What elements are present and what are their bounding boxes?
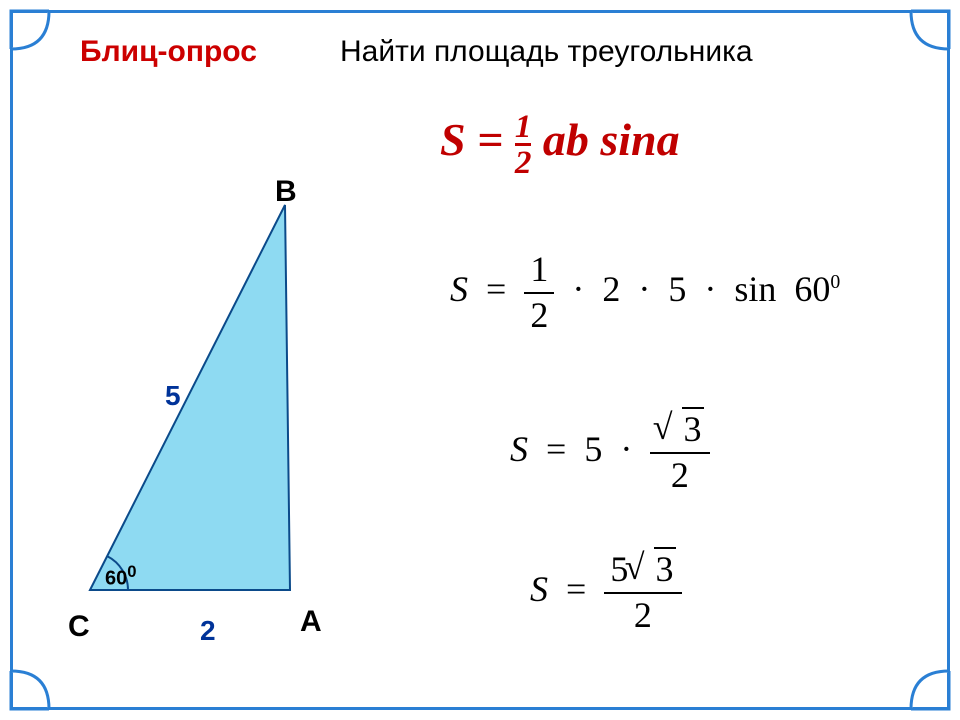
vertex-B: B xyxy=(275,175,297,209)
calc-step-3: S = 53 2 xyxy=(530,550,682,635)
formula-S: S xyxy=(440,114,466,165)
corner-tr xyxy=(908,8,952,52)
blitz-heading: Блиц-опрос xyxy=(80,35,257,69)
corner-tl xyxy=(8,8,52,52)
triangle-polygon xyxy=(90,205,290,590)
calc-step-2: S = 5 · 3 2 xyxy=(510,410,710,495)
formula-half: 12 xyxy=(515,110,532,179)
task-heading: Найти площадь треугольника xyxy=(340,35,753,69)
triangle-figure xyxy=(55,195,355,615)
corner-br xyxy=(908,668,952,712)
formula-rest: ab sina xyxy=(543,114,680,165)
side-CB-label: 5 xyxy=(165,380,181,412)
vertex-C: C xyxy=(68,610,90,644)
calc-step-1: S = 12 · 2 · 5 · sin 600 xyxy=(450,250,840,335)
corner-bl xyxy=(8,668,52,712)
side-CA-label: 2 xyxy=(200,615,216,647)
main-area-formula: S = 12 ab sina xyxy=(440,110,680,179)
vertex-A: A xyxy=(300,605,322,639)
angle-C-label: 600 xyxy=(105,562,137,591)
